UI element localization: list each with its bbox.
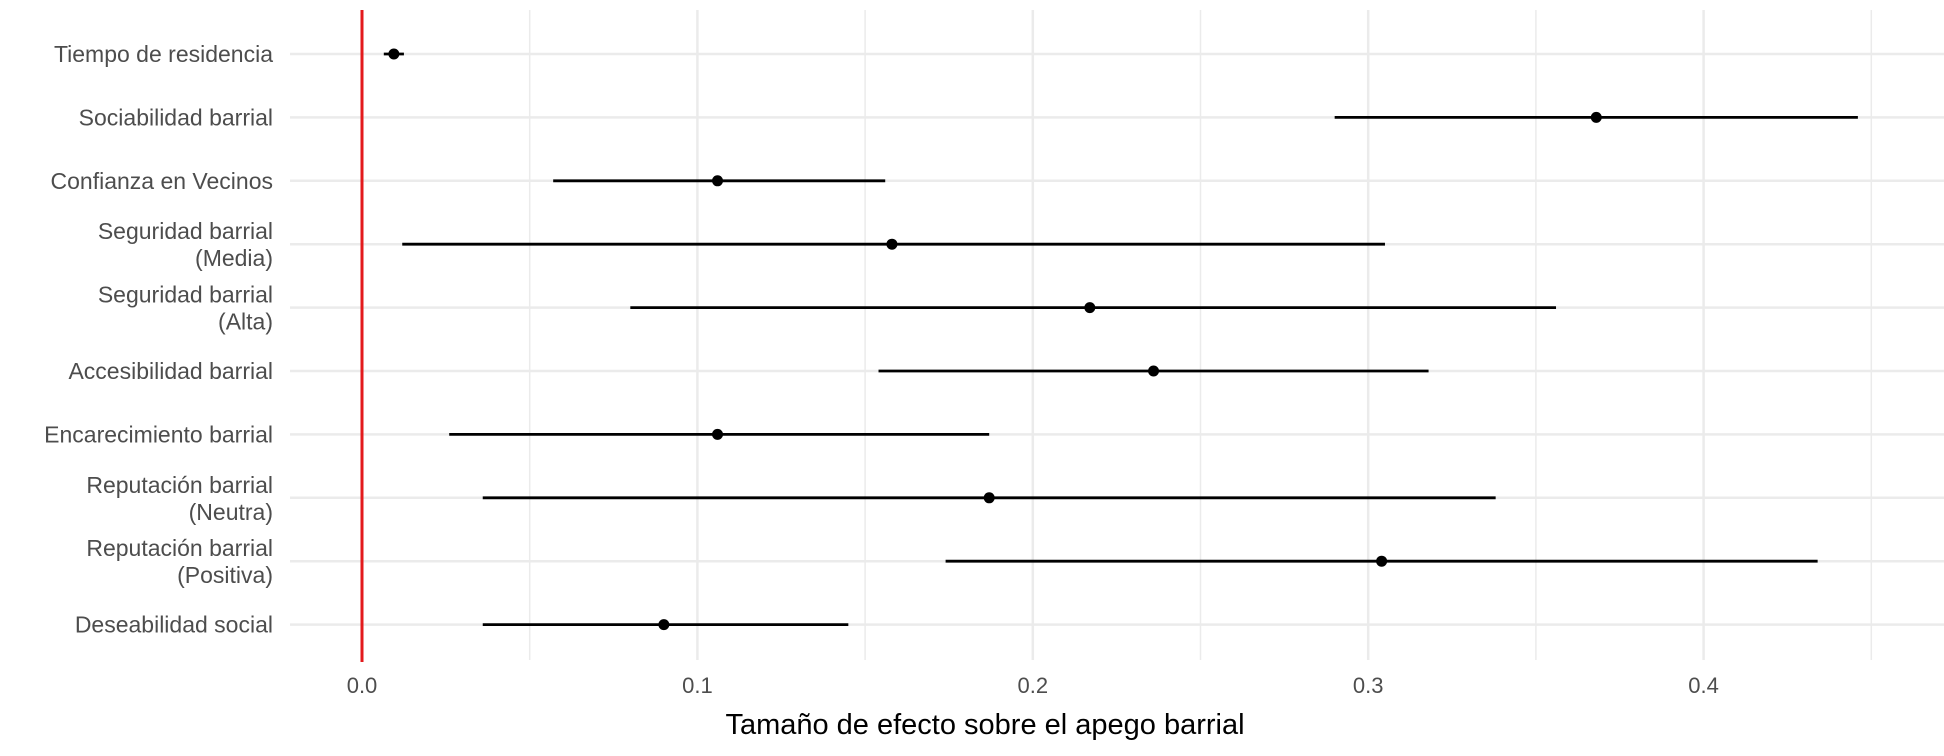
category-label: Seguridad barrial (Alta) xyxy=(98,282,273,335)
category-label-line: Confianza en Vecinos xyxy=(51,168,274,194)
x-tick-label: 0.2 xyxy=(1018,673,1049,698)
category-label-line: Sociabilidad barrial xyxy=(79,104,273,130)
point-estimate xyxy=(388,48,400,60)
category-label-line: (Positiva) xyxy=(177,562,273,588)
point-estimate xyxy=(712,175,724,187)
category-label: Reputación barrial (Neutra) xyxy=(86,472,273,525)
category-labels: Tiempo de residencia Sociabilidad barrial… xyxy=(44,41,273,638)
category-label: Reputación barrial (Positiva) xyxy=(86,535,273,588)
point-estimate xyxy=(1590,111,1602,123)
point-estimate xyxy=(712,428,724,440)
x-tick-label: 0.3 xyxy=(1353,673,1384,698)
category-label-line: Encarecimiento barrial xyxy=(44,421,273,447)
category-label-line: (Neutra) xyxy=(189,499,273,525)
category-label: Sociabilidad barrial xyxy=(79,104,273,130)
category-label-line: Reputación barrial xyxy=(86,472,273,498)
estimate-marks xyxy=(383,48,1858,631)
category-label: Deseabilidad social xyxy=(75,612,273,638)
x-tick-label: 0.4 xyxy=(1688,673,1719,698)
category-label-line: (Media) xyxy=(195,245,273,271)
x-tick-label: 0.1 xyxy=(682,673,713,698)
x-tick-labels: 0.0 0.1 0.2 0.3 0.4 xyxy=(347,673,1719,698)
category-label: Confianza en Vecinos xyxy=(51,168,274,194)
category-label-line: Reputación barrial xyxy=(86,535,273,561)
category-label-line: Tiempo de residencia xyxy=(54,41,273,67)
x-tick-label: 0.0 xyxy=(347,673,378,698)
category-label-line: Accesibilidad barrial xyxy=(68,358,273,384)
category-label: Tiempo de residencia xyxy=(54,41,273,67)
x-axis-title: Tamaño de efecto sobre el apego barrial xyxy=(725,709,1244,741)
point-estimate xyxy=(1148,365,1160,377)
point-estimate xyxy=(1084,302,1096,314)
point-estimate xyxy=(886,238,898,250)
category-label: Seguridad barrial (Media) xyxy=(98,218,273,271)
category-label-line: Seguridad barrial xyxy=(98,218,273,244)
point-estimate xyxy=(1376,555,1388,567)
category-label-line: Seguridad barrial xyxy=(98,282,273,308)
point-estimate xyxy=(658,619,670,631)
category-label-line: Deseabilidad social xyxy=(75,612,273,638)
category-label: Accesibilidad barrial xyxy=(68,358,273,384)
point-estimate xyxy=(983,492,995,504)
category-label-line: (Alta) xyxy=(218,309,273,335)
category-label: Encarecimiento barrial xyxy=(44,421,273,447)
